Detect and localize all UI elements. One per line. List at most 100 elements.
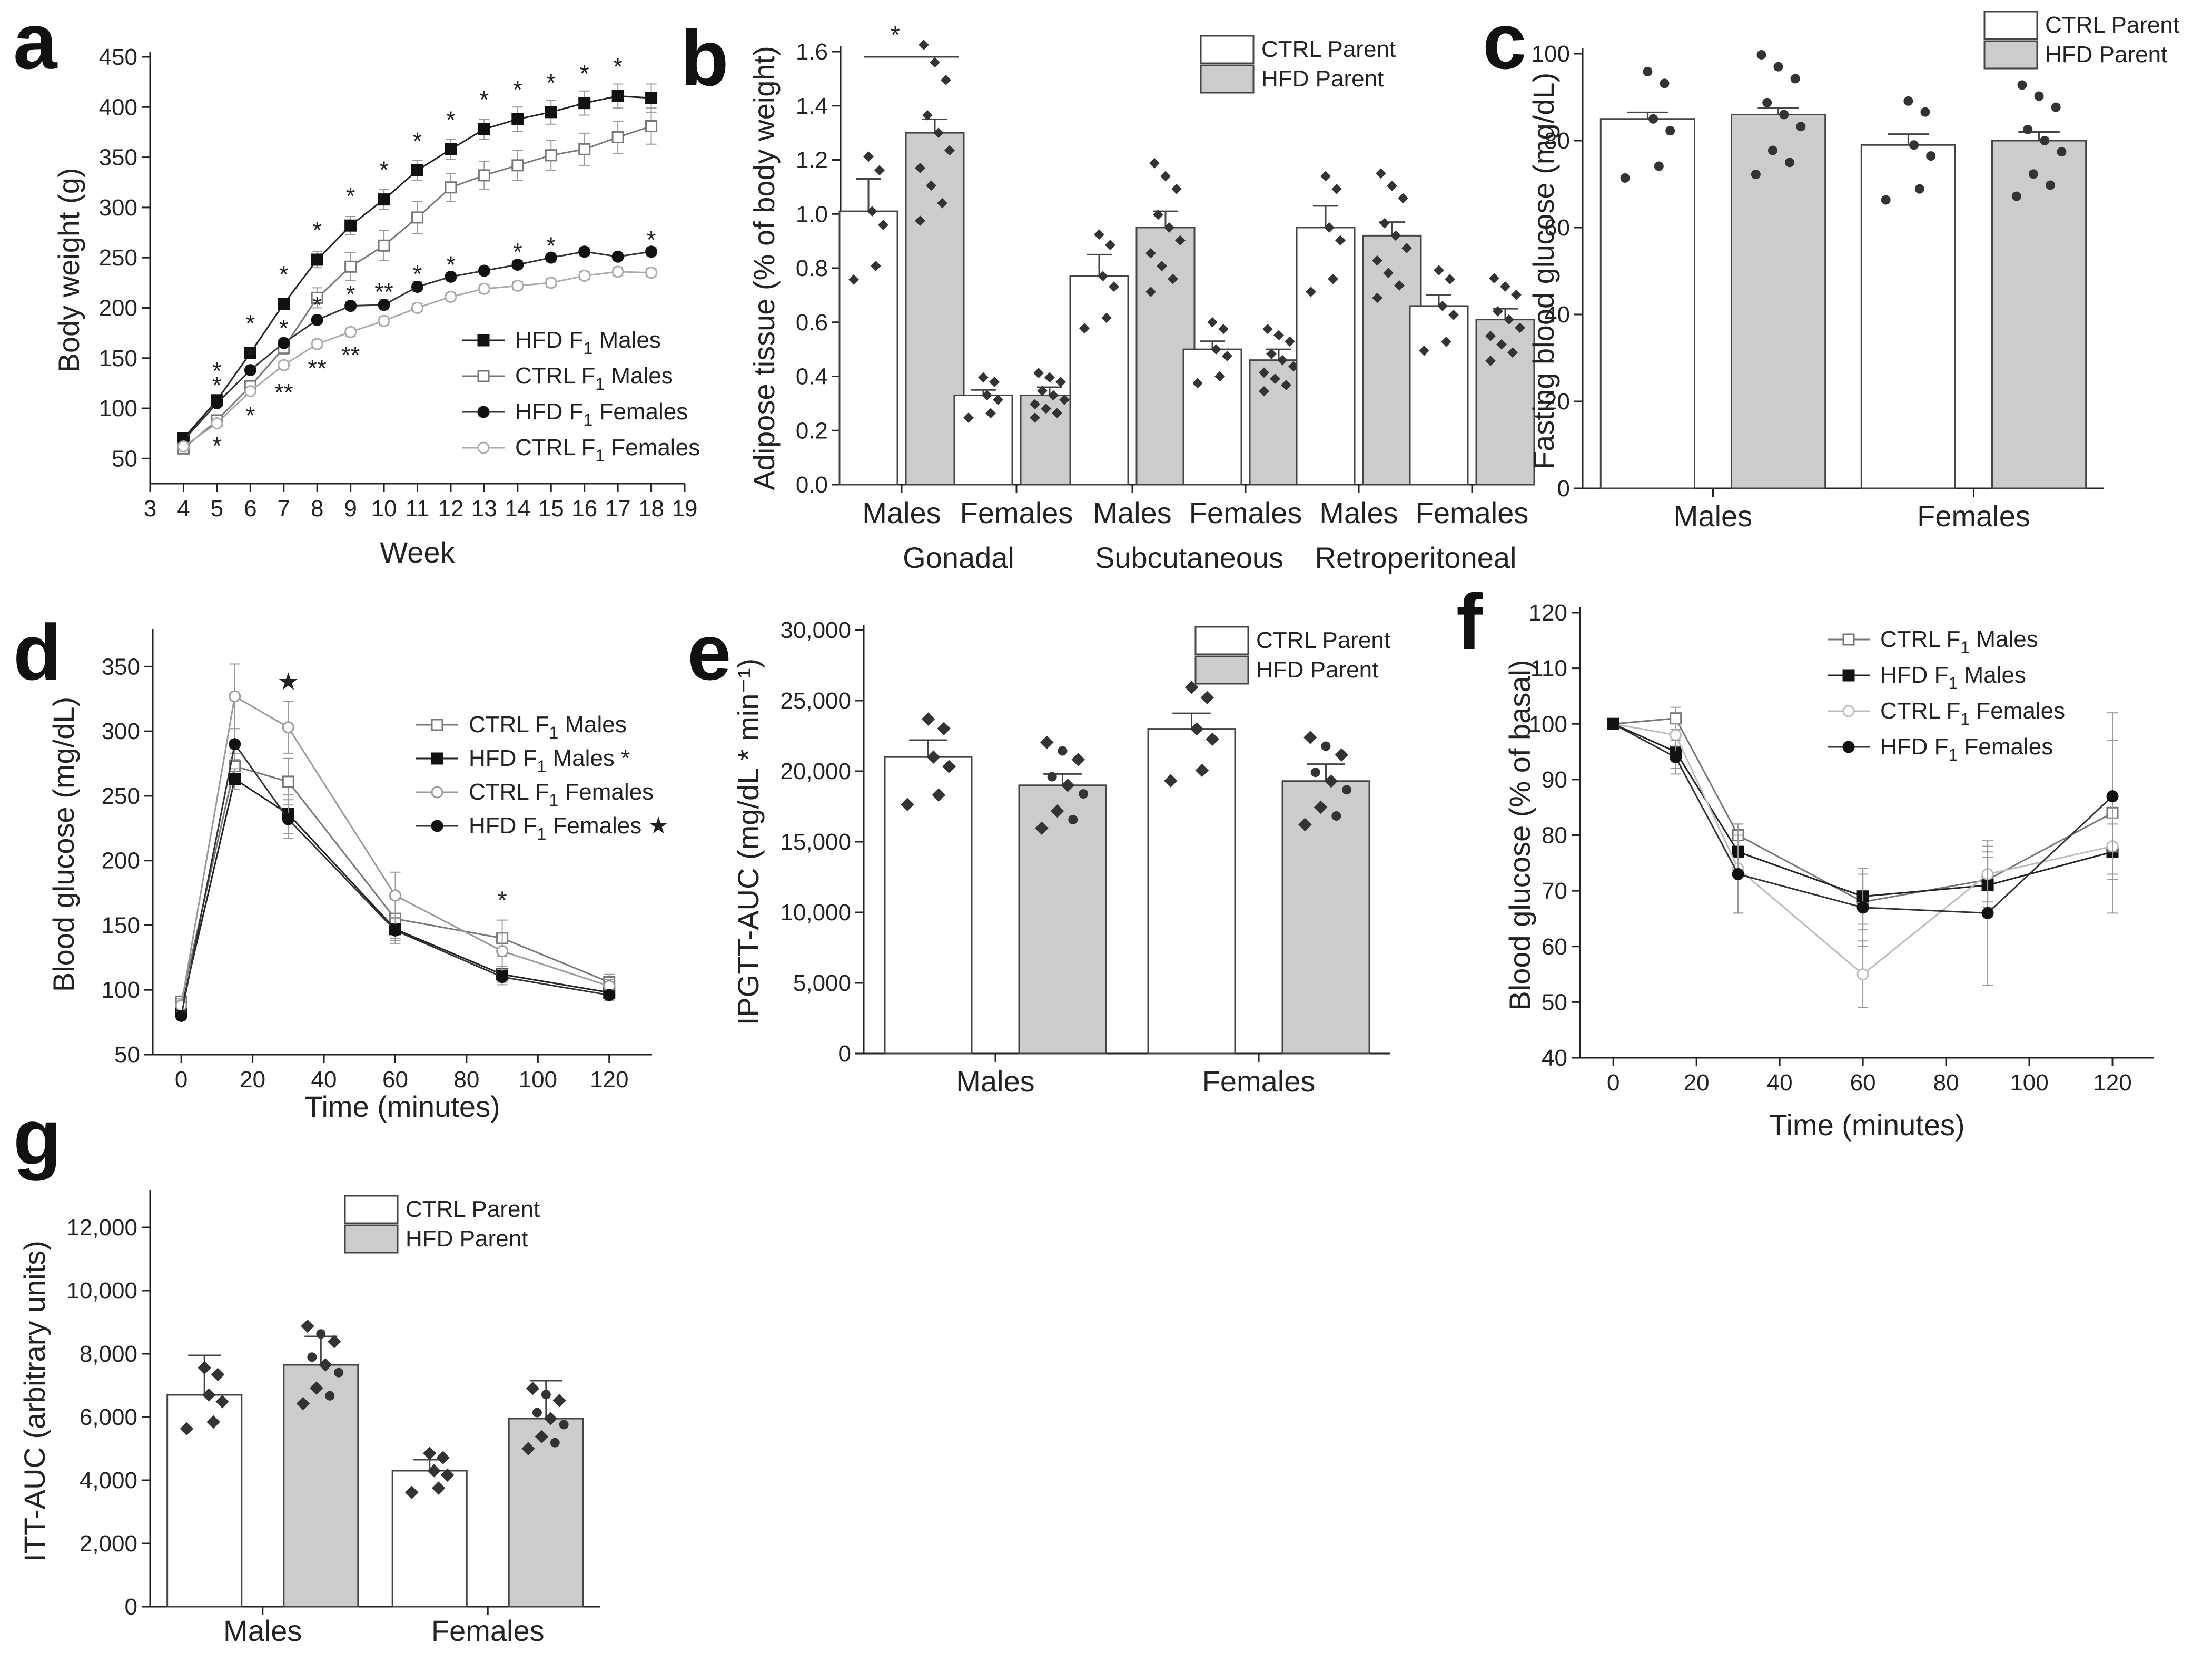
legend-label: CTRL F1 Males	[515, 363, 673, 393]
y-axis-title: ITT-AUC (arbitrary units)	[18, 1241, 51, 1562]
ctrl-bar	[1296, 227, 1356, 486]
data-point	[411, 301, 423, 314]
series-line	[1613, 723, 2114, 914]
data-point	[578, 269, 591, 282]
x-tick-label: 4	[177, 496, 190, 522]
y-tick-label: 450	[99, 44, 137, 70]
data-point	[1981, 907, 1994, 919]
data-point	[545, 149, 557, 162]
data-point	[1670, 729, 1682, 741]
data-point	[1387, 180, 1397, 191]
group-label: Gonadal	[903, 541, 1014, 574]
data-point	[478, 169, 490, 182]
data-point	[278, 298, 290, 310]
legend-label: HFD F1 Females	[515, 399, 688, 429]
data-point	[496, 945, 509, 958]
significance-marker: **	[308, 355, 327, 382]
legend-swatch-ctrl	[1194, 626, 1249, 655]
x-category-label: Females	[960, 496, 1073, 529]
data-point	[1105, 240, 1115, 250]
significance-marker: *	[513, 238, 522, 265]
hfd-bar	[508, 1418, 584, 1608]
data-point	[1762, 97, 1772, 107]
data-point	[1331, 811, 1341, 821]
significance-marker: *	[212, 432, 222, 459]
y-tick-label: 250	[99, 245, 137, 271]
y-tick-label: 350	[99, 145, 137, 171]
y-tick-label: 50	[114, 1042, 140, 1068]
y-axis-title: Body weight (g)	[52, 168, 85, 372]
series-line	[1613, 723, 2113, 976]
data-point	[1500, 281, 1510, 292]
x-tick-label: 10	[371, 496, 397, 522]
data-point	[545, 277, 557, 289]
significance-marker: *	[413, 127, 422, 154]
data-point	[874, 165, 885, 176]
data-point	[1285, 336, 1295, 347]
data-point	[1751, 170, 1761, 180]
series-line	[1613, 717, 2113, 903]
series-line	[1613, 723, 2113, 898]
data-point	[1511, 289, 1522, 300]
y-tick-label: 20,000	[780, 759, 851, 784]
data-point	[511, 113, 524, 125]
data-point	[1328, 273, 1338, 284]
data-point	[411, 164, 423, 176]
x-tick-label: 18	[638, 496, 664, 522]
data-point	[2011, 191, 2021, 201]
group-label: Subcutaneous	[1095, 541, 1283, 574]
data-point	[1881, 195, 1891, 205]
data-point	[229, 690, 241, 703]
x-category-label: Males	[956, 1065, 1034, 1098]
ctrl-bar	[1599, 118, 1696, 489]
data-point	[282, 813, 294, 825]
panel-letter-b: b	[680, 14, 729, 102]
data-point	[1856, 901, 1869, 914]
significance-marker: *	[245, 402, 255, 429]
panel-letter-f: f	[1456, 577, 1483, 666]
data-point	[478, 264, 490, 277]
data-point	[578, 97, 591, 110]
y-tick-label: 0.6	[796, 310, 828, 336]
x-tick-label: 14	[505, 496, 530, 522]
x-axis-title: Week	[380, 536, 455, 569]
legend-label: CTRL F1 Females	[515, 435, 700, 465]
legend-marker	[431, 719, 443, 731]
data-point	[301, 1319, 314, 1333]
x-tick-label: 5	[211, 496, 223, 522]
data-point	[645, 267, 658, 279]
data-point	[2017, 80, 2027, 90]
data-point	[1394, 280, 1405, 291]
data-point	[278, 359, 290, 371]
data-point	[2106, 790, 2119, 803]
data-point	[229, 738, 241, 751]
legend-swatch-hfd	[1194, 655, 1249, 685]
data-point	[541, 1390, 551, 1400]
data-point	[478, 282, 490, 295]
legend-marker	[477, 441, 490, 454]
data-point	[1434, 265, 1444, 276]
x-category-label: Females	[1416, 496, 1529, 529]
data-point	[1214, 371, 1225, 382]
legend-swatch	[1200, 64, 1255, 94]
legend-swatch-ctrl	[1983, 11, 2038, 40]
hfd-bar	[1991, 140, 2087, 489]
legend-label: CTRL Parent	[406, 1196, 540, 1222]
significance-marker: *	[446, 251, 456, 279]
x-category-label: Males	[1674, 499, 1752, 533]
data-point	[1041, 403, 1051, 414]
data-point	[229, 773, 241, 785]
y-tick-label: 10,000	[66, 1278, 137, 1304]
x-tick-label: 40	[1767, 1070, 1793, 1096]
data-point	[603, 989, 616, 1001]
ctrl-bar	[953, 394, 1013, 486]
y-tick-label: 50	[112, 446, 137, 471]
data-point	[344, 260, 357, 273]
data-point	[1030, 399, 1040, 410]
data-point	[1390, 230, 1401, 241]
ctrl-bar	[838, 210, 898, 486]
group-label: Retroperitoneal	[1315, 541, 1517, 574]
data-point	[1909, 140, 1919, 150]
data-point	[175, 999, 187, 1012]
x-tick-label: 13	[471, 496, 497, 522]
